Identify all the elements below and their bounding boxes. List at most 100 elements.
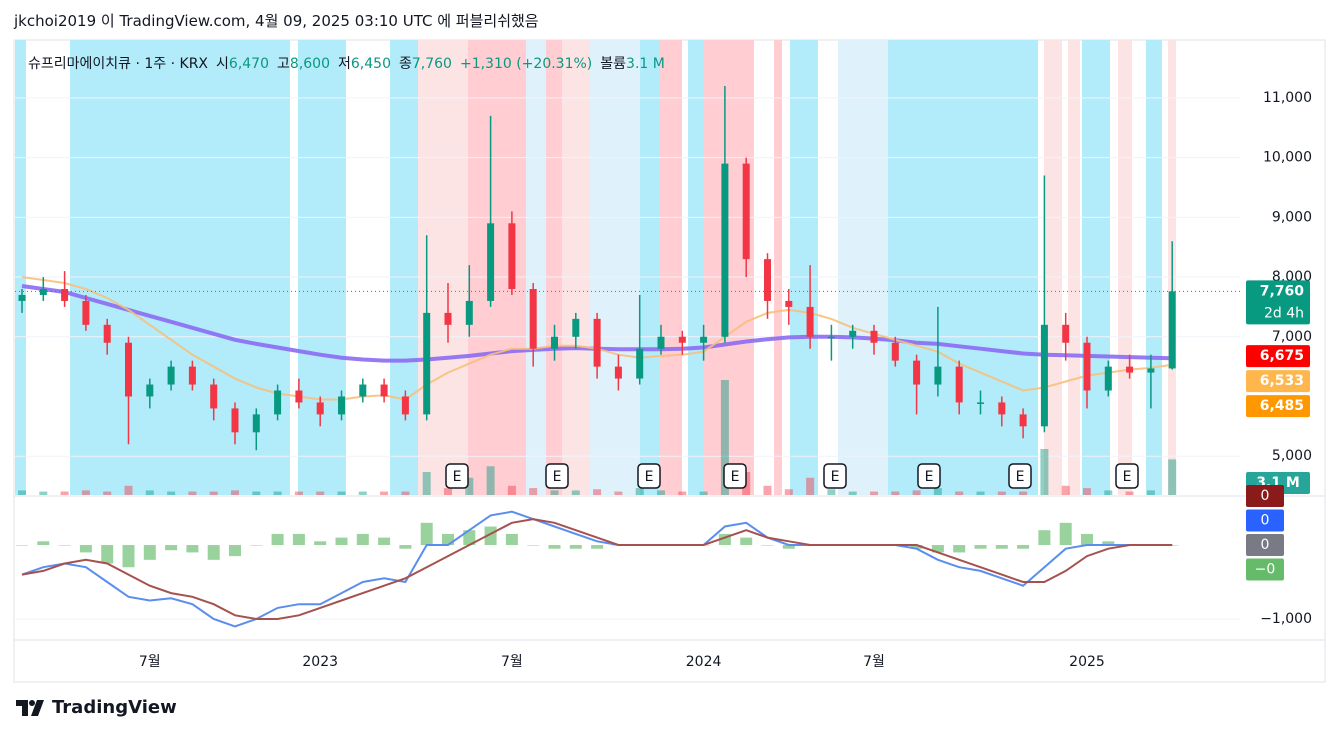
volume-bar <box>912 490 921 495</box>
macd-histogram-bar <box>79 545 92 553</box>
earnings-marker <box>1115 463 1139 489</box>
volume-bar <box>507 485 516 495</box>
publish-info: jkchoi2019 이 TradingView.com, 4월 09, 202… <box>14 12 539 30</box>
volume-bar <box>955 491 964 495</box>
volume-bar <box>316 491 325 495</box>
band <box>838 40 888 495</box>
macd-histogram-bar <box>335 537 348 546</box>
price-badge <box>1246 370 1310 393</box>
price-badge <box>1246 345 1310 368</box>
macd-histogram-bar <box>953 545 966 553</box>
candle-body <box>870 330 878 343</box>
volume-bar <box>529 488 538 495</box>
ohlc-key: 고 <box>277 56 290 72</box>
volume-bar <box>593 489 602 495</box>
price-badge-label: 6,675 <box>1260 348 1304 364</box>
band <box>790 40 818 495</box>
macd-histogram-bar <box>399 545 412 549</box>
ohlc-value: 6,450 <box>350 56 391 72</box>
band <box>774 40 782 495</box>
price-badge-label: 6,533 <box>1260 373 1304 389</box>
candle-body <box>444 312 452 325</box>
earnings-label: E <box>1123 469 1132 485</box>
macd-histogram-bar <box>250 545 263 546</box>
volume-bar <box>720 380 729 495</box>
macd-histogram-bar <box>463 530 476 546</box>
volume-bar <box>231 490 239 495</box>
band <box>390 40 418 495</box>
macd-line <box>21 510 1173 628</box>
macd-histogram-bar <box>58 545 71 546</box>
volume-bar <box>273 491 282 495</box>
volume-key: 볼륨 <box>600 56 627 72</box>
candle-body <box>231 408 239 433</box>
volume-bar <box>976 491 985 495</box>
volume-bar <box>550 490 559 495</box>
earnings-marker <box>445 463 469 489</box>
price-badge-sub: 2d 4h <box>1264 305 1304 321</box>
y-tick-label: 9,000 <box>1272 209 1312 225</box>
earnings-marker <box>723 463 747 489</box>
candle-body <box>61 288 69 301</box>
candle-body <box>955 366 963 403</box>
band <box>526 40 546 495</box>
macd-histogram-bar <box>229 545 241 557</box>
candle-body <box>1083 342 1091 391</box>
volume-bar <box>678 491 687 495</box>
volume-bar <box>81 490 90 495</box>
volume-bar <box>1061 485 1070 495</box>
earnings-marker <box>823 463 847 489</box>
volume-bar <box>1019 491 1028 495</box>
volume-bar <box>18 490 26 495</box>
candle-body <box>1104 366 1112 391</box>
volume-bar <box>784 489 793 495</box>
candle-body <box>210 384 218 409</box>
macd-histogram-bar <box>314 541 327 546</box>
candle-body <box>82 300 90 325</box>
ohlc-value: 6,470 <box>228 56 270 72</box>
macd-histogram-bar <box>442 533 454 546</box>
volume-bar <box>1125 491 1134 495</box>
macd-histogram-bar <box>378 537 391 546</box>
macd-histogram-bar <box>165 545 178 551</box>
ohlc-value: 7,760 <box>411 56 452 72</box>
candle-body <box>806 306 814 337</box>
candle-body <box>103 324 111 343</box>
candle-body <box>678 336 686 343</box>
band <box>640 40 660 495</box>
candle-body <box>487 223 495 301</box>
macd-histogram-bar <box>207 545 220 560</box>
volume-bar <box>997 491 1006 495</box>
earnings-label: E <box>925 469 934 485</box>
change: +1,310 (+20.31%) <box>459 56 593 72</box>
macd-histogram-bar <box>186 545 199 553</box>
macd-histogram-bar <box>910 545 923 549</box>
volume-bar <box>657 490 665 495</box>
band <box>562 40 590 495</box>
band <box>418 40 468 495</box>
macd-histogram-bar <box>1081 533 1093 546</box>
candle-body <box>359 384 367 397</box>
macd-histogram-bar <box>718 533 731 546</box>
candle-body <box>827 336 835 339</box>
x-tick-label: 2023 <box>302 654 338 670</box>
candle-body <box>125 342 132 397</box>
x-tick-label: 2025 <box>1069 654 1105 670</box>
band <box>1118 40 1132 495</box>
candle-body <box>849 330 857 337</box>
band <box>1146 40 1162 495</box>
volume-bar <box>1146 490 1155 495</box>
volume-bar <box>827 489 836 495</box>
candle-body <box>593 318 601 367</box>
earnings-label: E <box>453 469 462 485</box>
background-bands <box>15 40 1176 495</box>
macd-badge-label: 0 <box>1261 488 1270 504</box>
candle-body <box>167 366 175 385</box>
price-badge <box>1246 280 1310 325</box>
volume-bar <box>60 491 69 495</box>
band <box>468 40 526 495</box>
candle-body <box>1147 368 1155 373</box>
macd-histogram-bar <box>782 545 795 549</box>
footer: TradingView <box>16 697 177 718</box>
macd-histogram-bar <box>420 522 433 546</box>
